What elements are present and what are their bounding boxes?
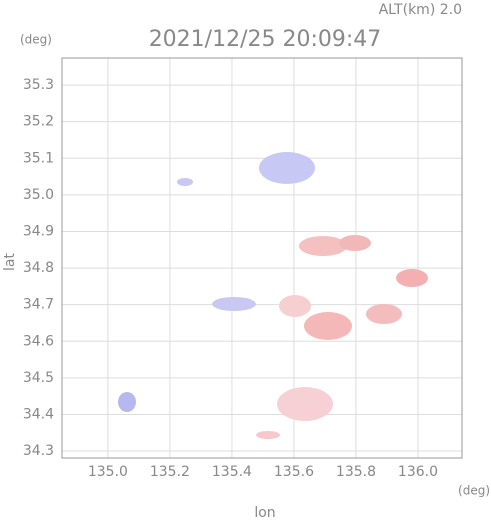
y-tick-label: 35.0: [23, 187, 54, 203]
x-tick-label: 135.2: [150, 464, 190, 480]
y-tick-label: 34.6: [23, 333, 54, 349]
echo-receding: [299, 236, 347, 256]
x-tick-label: 135.6: [274, 464, 314, 480]
y-tick-label: 34.3: [23, 443, 54, 459]
altitude: ALT(km) 2.0: [379, 2, 462, 18]
plot-frame: [61, 57, 463, 459]
echo-receding: [277, 387, 333, 421]
y-tick-label: 34.4: [23, 406, 54, 422]
echo-approaching: [177, 178, 193, 186]
echo-receding: [256, 431, 280, 439]
y-tick-label: 34.7: [23, 297, 54, 313]
x-label: lon: [254, 505, 275, 521]
chart-title: 2021/12/25 20:09:47: [149, 27, 382, 52]
y-tick-label: 34.9: [23, 223, 54, 239]
echo-areas: [118, 152, 428, 439]
echo-approaching: [212, 297, 256, 311]
y-label: lat: [2, 253, 18, 271]
y-tick-label: 35.3: [23, 77, 54, 93]
echo-receding: [279, 295, 311, 317]
y-tick-label: 34.8: [23, 260, 54, 276]
y-unit: (deg): [20, 33, 52, 47]
x-tick-label: 135.0: [88, 464, 128, 480]
echo-receding: [304, 312, 352, 340]
plot-area: [61, 57, 463, 459]
x-tick-label: 135.8: [336, 464, 376, 480]
echo-approaching: [118, 392, 136, 412]
x-tick-label: 135.4: [212, 464, 252, 480]
echo-receding: [339, 235, 371, 251]
x-unit: (deg): [458, 484, 490, 498]
echo-receding: [366, 304, 402, 324]
y-tick-label: 35.2: [23, 114, 54, 130]
y-tick-label: 34.5: [23, 370, 54, 386]
y-tick-label: 35.1: [23, 150, 54, 166]
echo-approaching: [259, 152, 315, 184]
echo-receding: [396, 269, 428, 287]
x-tick-label: 136.0: [398, 464, 438, 480]
